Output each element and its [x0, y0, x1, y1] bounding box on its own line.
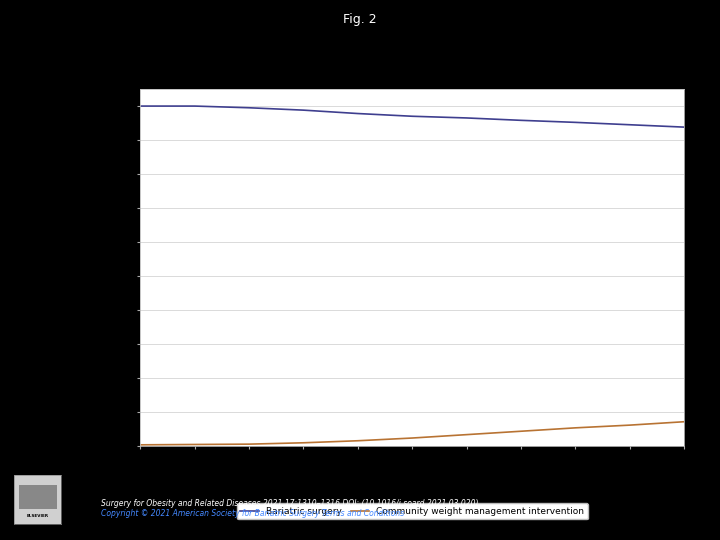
Bariatric surgery [408, 113, 417, 119]
Bariatric surgery [571, 119, 580, 126]
Text: Fig. 2: Fig. 2 [343, 14, 377, 26]
Community weight management intervention [408, 435, 417, 441]
Community weight management intervention [136, 442, 145, 448]
Community weight management intervention [300, 440, 308, 446]
Bariatric surgery [245, 105, 253, 111]
Community weight management intervention [190, 441, 199, 448]
Text: ELSEVIER: ELSEVIER [27, 514, 49, 518]
Text: Surgery for Obesity and Related Diseases 2021 17:1310–1316 DOI: (10.1016/j.soard: Surgery for Obesity and Related Diseases… [101, 500, 478, 509]
Community weight management intervention [517, 428, 526, 435]
Bar [19, 485, 57, 509]
Bariatric surgery [462, 114, 471, 121]
Community weight management intervention [354, 437, 362, 444]
Line: Community weight management intervention: Community weight management intervention [140, 422, 684, 445]
Bariatric surgery [626, 122, 634, 128]
Community weight management intervention [626, 422, 634, 428]
Bariatric surgery [680, 124, 688, 130]
Bariatric surgery [354, 110, 362, 117]
Community weight management intervention [462, 431, 471, 438]
Bariatric surgery [300, 107, 308, 113]
X-axis label: Cost-effectiveness threshold (£/QALY): Cost-effectiveness threshold (£/QALY) [320, 467, 504, 476]
Community weight management intervention [245, 441, 253, 447]
Bariatric surgery [190, 103, 199, 109]
Community weight management intervention [571, 424, 580, 431]
Title: Cost-effectiveness acceptability curve: Cost-effectiveness acceptability curve [292, 71, 532, 84]
Line: Bariatric surgery: Bariatric surgery [140, 106, 684, 127]
Text: Copyright © 2021 American Society for Bariatric Surgery Terms and Conditions: Copyright © 2021 American Society for Ba… [101, 509, 404, 518]
Community weight management intervention [680, 418, 688, 425]
Y-axis label: Probability cost-effective: Probability cost-effective [93, 207, 103, 328]
Bariatric surgery [517, 117, 526, 124]
Legend: Bariatric surgery, Community weight management intervention: Bariatric surgery, Community weight mana… [237, 503, 588, 519]
Bariatric surgery [136, 103, 145, 109]
